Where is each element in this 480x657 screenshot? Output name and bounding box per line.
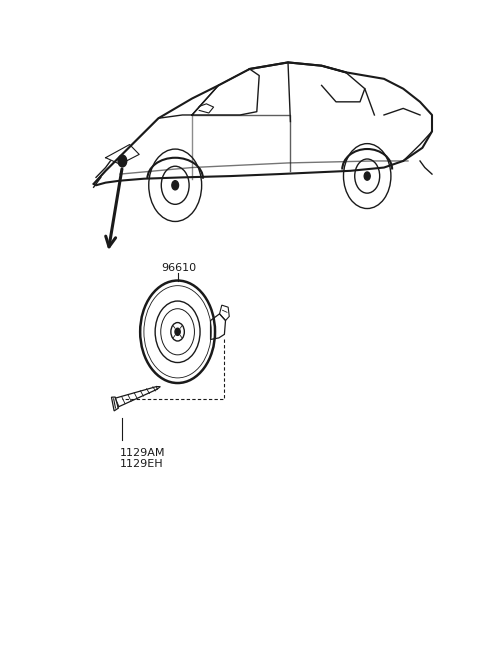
Text: 96610: 96610 xyxy=(161,263,196,273)
Circle shape xyxy=(172,181,179,190)
Circle shape xyxy=(364,172,370,180)
Text: 1129AM: 1129AM xyxy=(120,448,166,458)
Circle shape xyxy=(175,328,180,335)
Text: 1129EH: 1129EH xyxy=(120,459,164,468)
Circle shape xyxy=(118,155,127,167)
